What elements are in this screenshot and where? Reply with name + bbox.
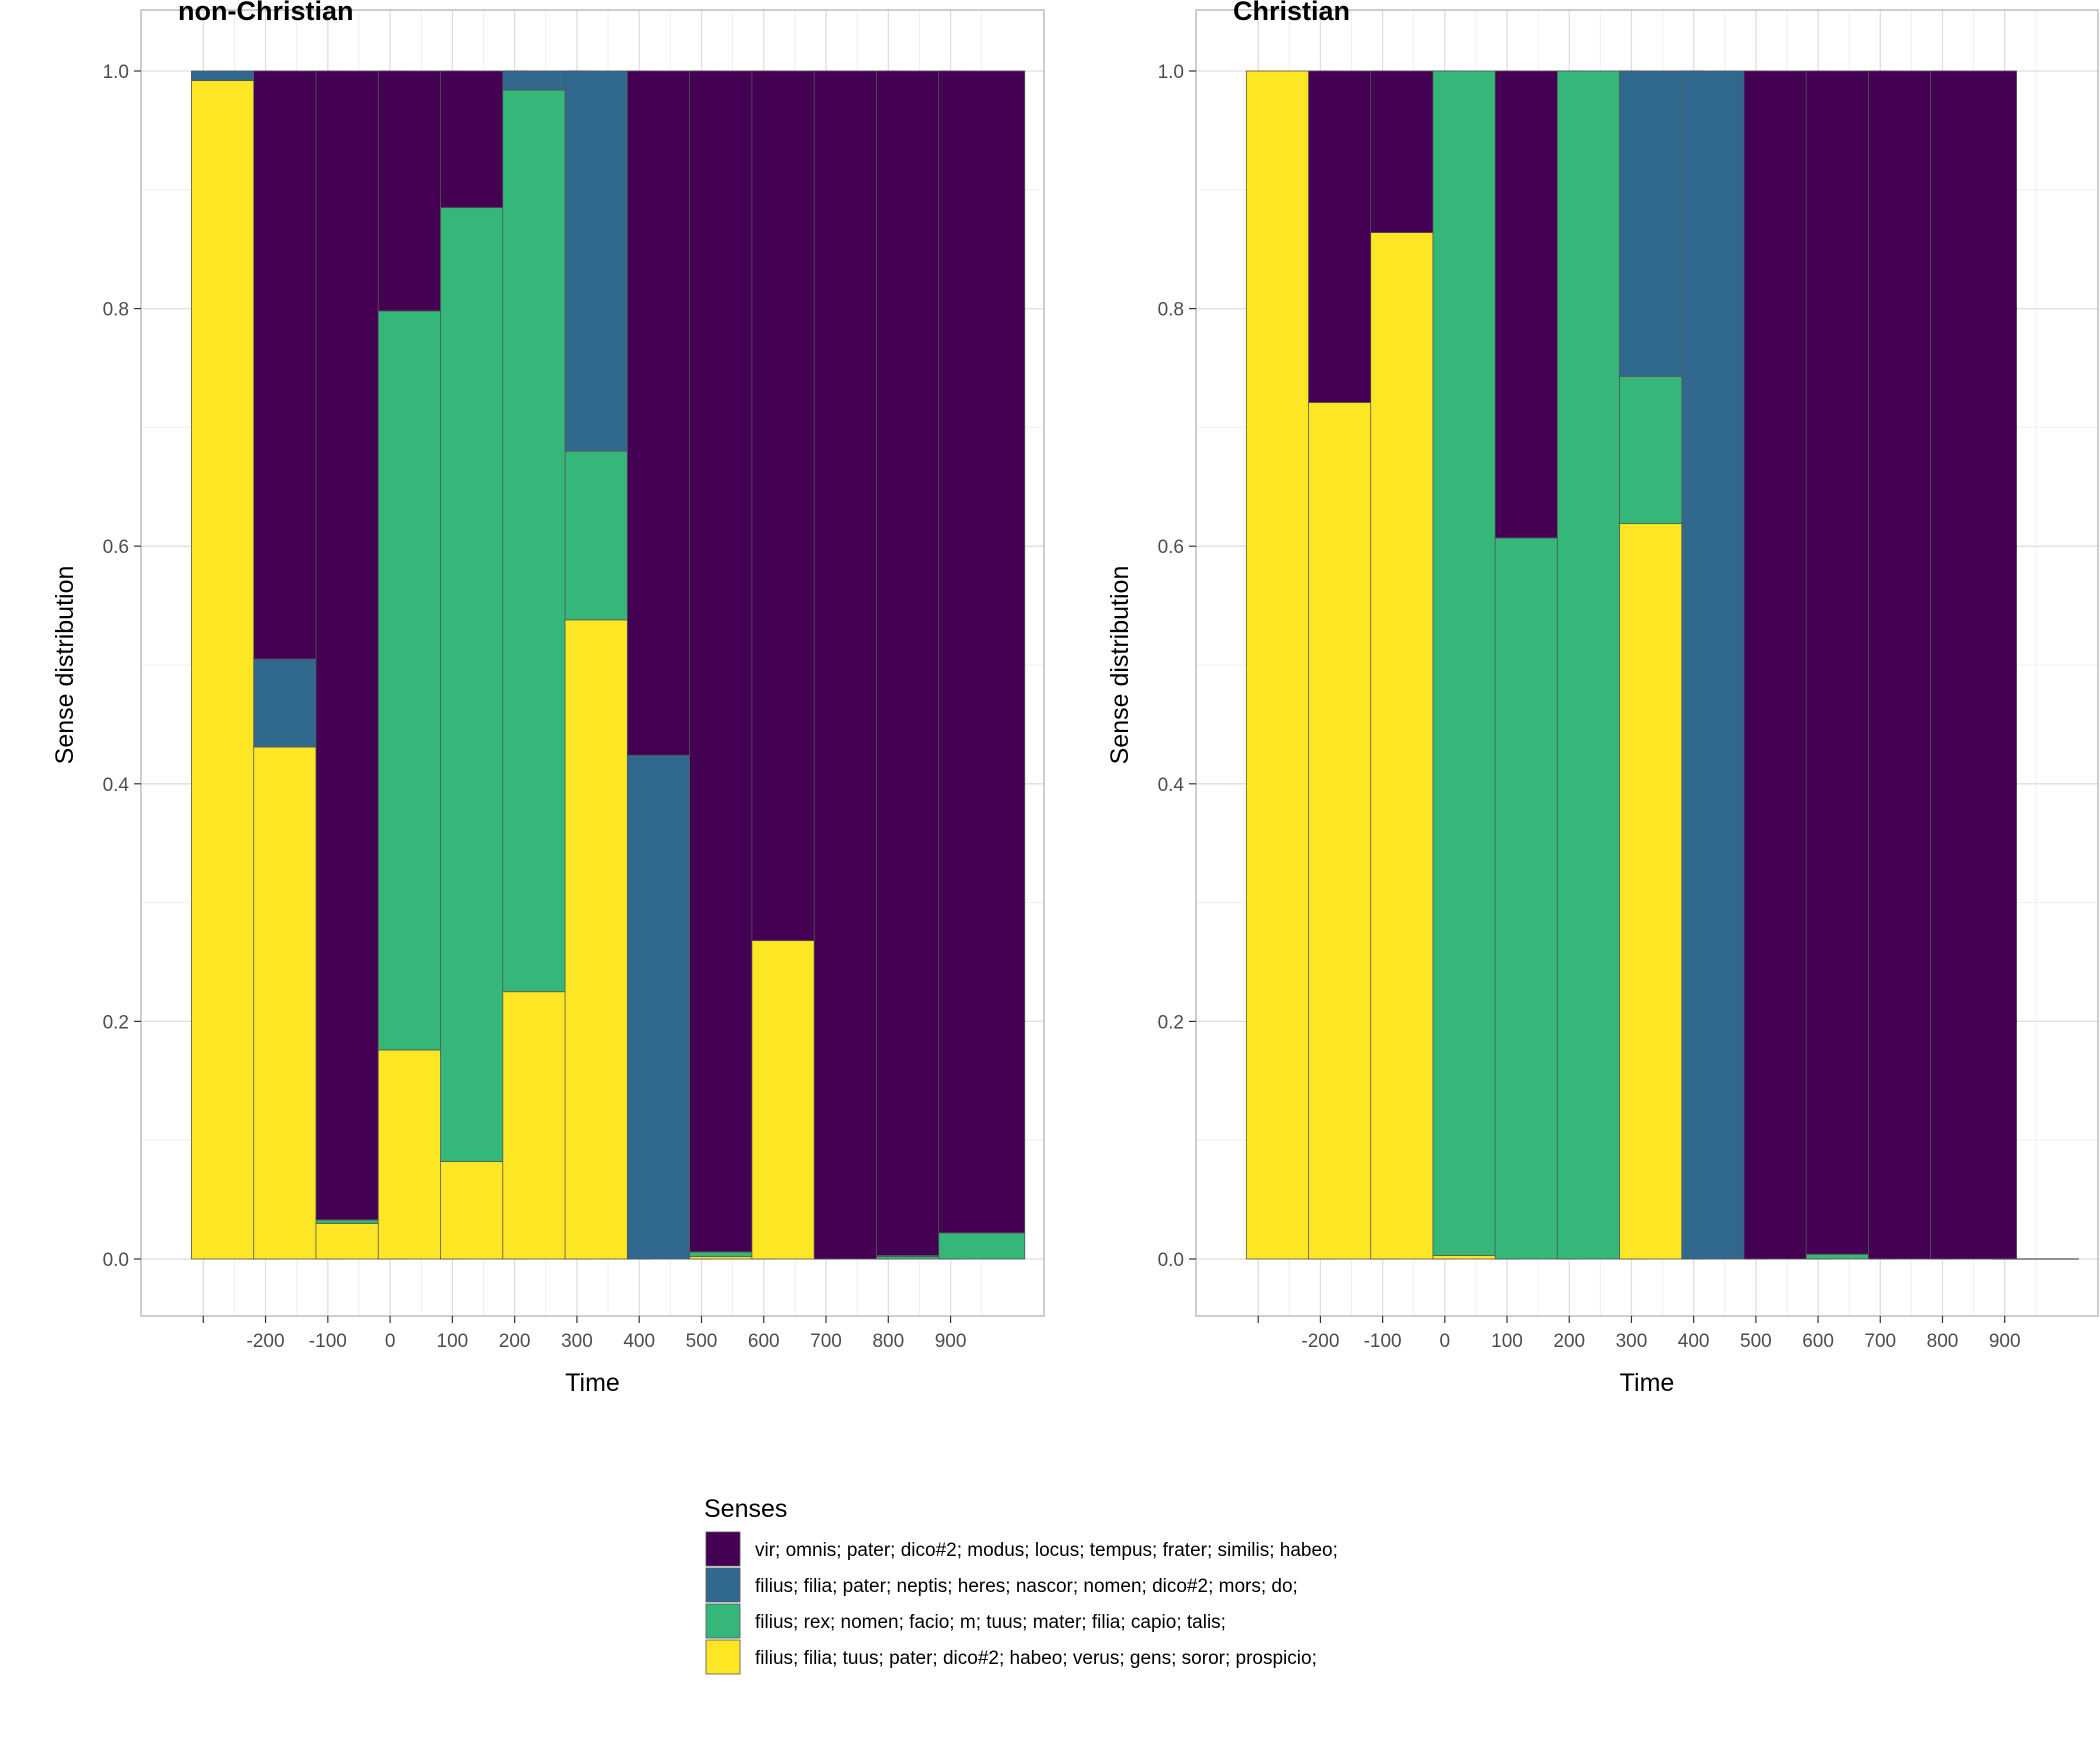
x-tick-label: 600 <box>748 1331 780 1352</box>
bar-segment-s1 <box>1930 70 2017 1260</box>
y-tick-label: 0.0 <box>103 1250 129 1271</box>
x-tick-label: 0 <box>1440 1331 1451 1352</box>
bar-segment-s1 <box>938 70 1026 1234</box>
x-tick-label: -200 <box>1301 1331 1339 1352</box>
legend-title: Senses <box>704 1495 787 1523</box>
y-tick-label: 0.0 <box>1158 1250 1184 1271</box>
x-tick-label: 700 <box>810 1331 842 1352</box>
y-axis-title: Sense distribution <box>51 566 79 765</box>
x-tick-label: -200 <box>247 1331 285 1352</box>
y-tick-label: 1.0 <box>1158 62 1184 83</box>
legend-label-s1: vir; omnis; pater; dico#2; modus; locus;… <box>755 1540 1338 1561</box>
panel-border <box>140 9 1045 1317</box>
y-tick-label: 0.4 <box>103 775 130 796</box>
x-tick-label: 200 <box>1553 1331 1585 1352</box>
facet-panel-non-christian: 0.0 0.2 0.4 0.6 0.8 1.0 -200 -100 0 100 200 300 400 5… <box>51 0 1045 1397</box>
legend-label-s2: filius; filia; pater; neptis; heres; nas… <box>755 1576 1298 1597</box>
facet-panel-christian: 0.0 0.2 0.4 0.6 0.8 1.0 -200 -100 0 100 200 300 400 5… <box>1106 0 2099 1397</box>
panel-border <box>1195 9 2099 1317</box>
x-tick-label: -100 <box>309 1331 347 1352</box>
x-tick-label: 300 <box>561 1331 593 1352</box>
bar-stack-950 <box>938 70 1026 1260</box>
y-tick-label: 0.8 <box>103 300 129 321</box>
legend-label-s3: filius; rex; nomen; facio; m; tuus; mate… <box>755 1612 1226 1633</box>
x-tick-label: 100 <box>1491 1331 1523 1352</box>
x-tick-label: 400 <box>1678 1331 1710 1352</box>
x-tick-label: 500 <box>686 1331 718 1352</box>
bar-stack-850 <box>1930 70 2017 1260</box>
bar-segment-s3 <box>938 1232 1026 1260</box>
y-tick-label: 0.2 <box>1158 1012 1184 1033</box>
facet-title: non-Christian <box>178 0 354 26</box>
facet-title: Christian <box>1233 0 1350 26</box>
x-tick-label: 900 <box>935 1331 967 1352</box>
y-tick-label: 0.4 <box>1158 775 1185 796</box>
y-axis-title: Sense distribution <box>1106 566 1134 765</box>
legend-swatch-s2 <box>705 1567 741 1603</box>
x-tick-label: 200 <box>499 1331 531 1352</box>
x-tick-label: 800 <box>872 1331 904 1352</box>
x-tick-label: 500 <box>1740 1331 1772 1352</box>
x-axis-title: Time <box>1620 1369 1675 1397</box>
legend-swatch-s4 <box>705 1639 741 1675</box>
x-tick-label: 700 <box>1864 1331 1896 1352</box>
y-tick-label: 0.6 <box>103 537 129 558</box>
x-tick-label: 900 <box>1989 1331 2021 1352</box>
x-tick-label: 600 <box>1802 1331 1834 1352</box>
legend-swatch-s1 <box>705 1531 741 1567</box>
x-tick-label: -100 <box>1364 1331 1402 1352</box>
x-tick-label: 400 <box>623 1331 655 1352</box>
x-tick-label: 100 <box>437 1331 469 1352</box>
x-axis-title: Time <box>565 1369 620 1397</box>
y-tick-label: 0.8 <box>1158 300 1184 321</box>
legend-label-s4: filius; filia; tuus; pater; dico#2; habe… <box>755 1648 1317 1669</box>
x-tick-label: 800 <box>1927 1331 1959 1352</box>
y-tick-label: 1.0 <box>103 62 129 83</box>
x-tick-label: 0 <box>385 1331 396 1352</box>
x-tick-label: 300 <box>1616 1331 1648 1352</box>
y-tick-label: 0.6 <box>1158 537 1184 558</box>
legend-swatch-s3 <box>705 1603 741 1639</box>
legend: Senses vir; omnis; pater; dico#2; modus;… <box>704 1495 1338 1675</box>
y-tick-label: 0.2 <box>103 1012 129 1033</box>
